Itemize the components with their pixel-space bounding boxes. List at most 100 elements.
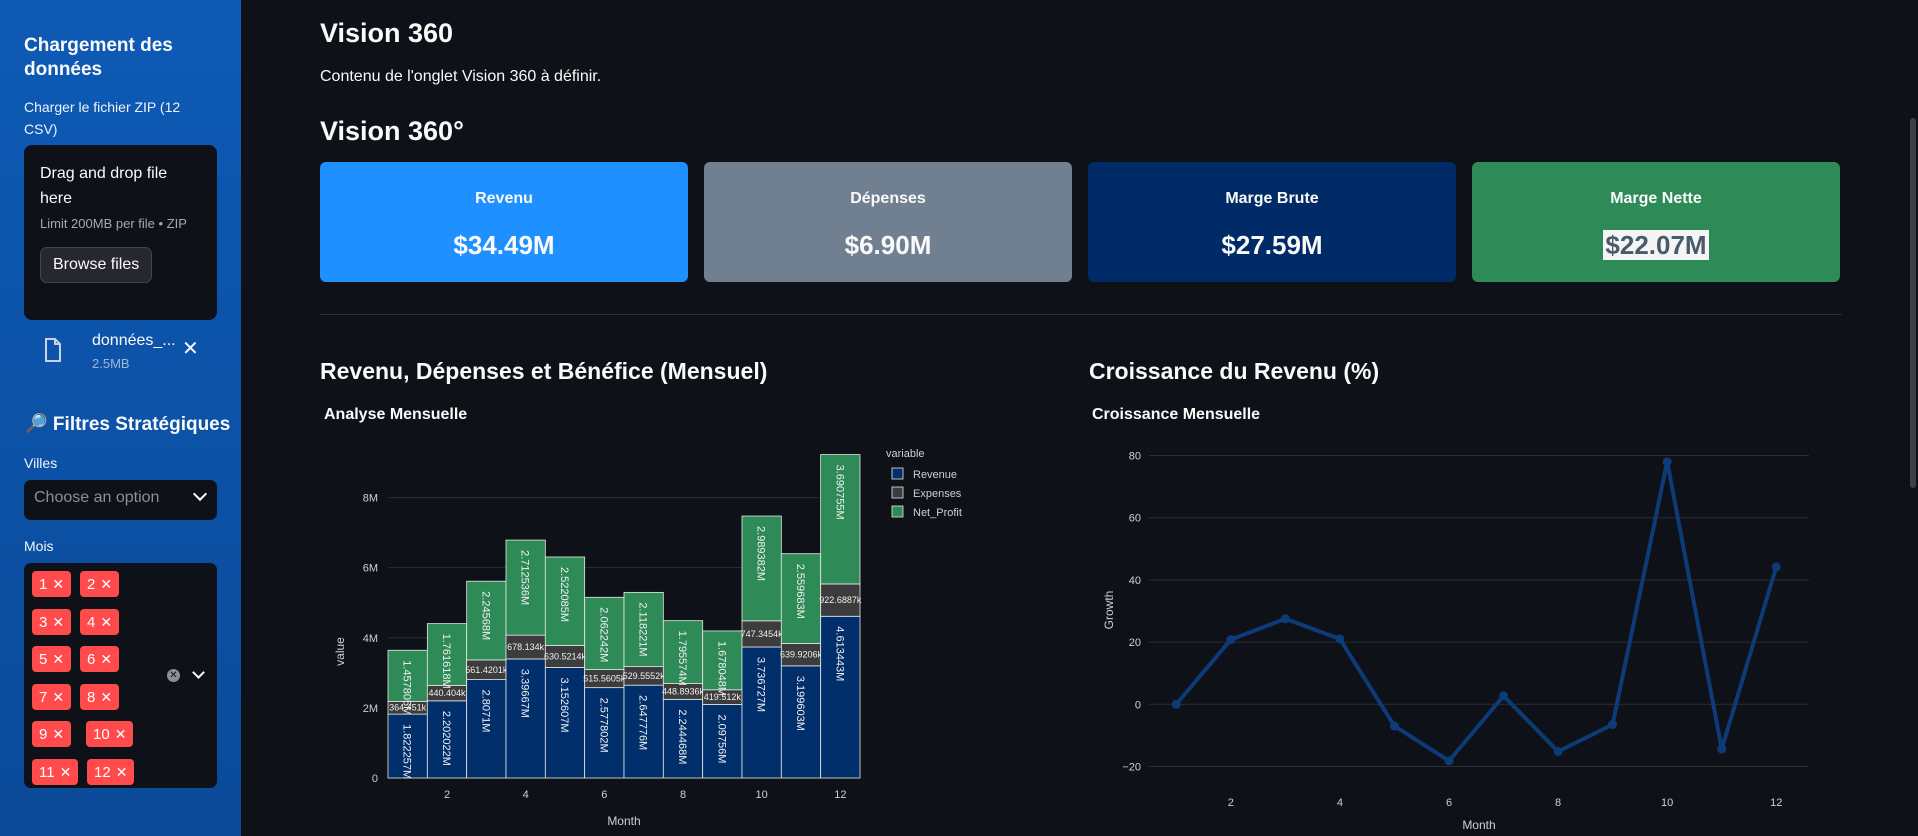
tag-remove-icon[interactable]: ✕: [100, 613, 113, 630]
tag-remove-icon[interactable]: ✕: [52, 613, 65, 630]
remove-file-icon[interactable]: ✕: [182, 338, 199, 360]
mois-tag-10[interactable]: 10 ✕: [86, 721, 134, 747]
mois-tag-6[interactable]: 6 ✕: [80, 646, 120, 672]
bar-label: 1.457805M: [401, 660, 413, 715]
bar-net_profit: [623, 591, 664, 668]
x-tick-label: 6: [601, 789, 607, 801]
tag-label: 1: [39, 576, 48, 593]
bar-label: 2.09756M: [715, 714, 727, 763]
tag-remove-icon[interactable]: ✕: [52, 726, 65, 742]
bar-label: 922.6887k: [819, 595, 862, 605]
bar-net_profit: [662, 620, 704, 684]
tag-label: 12: [94, 763, 111, 781]
bar-label: 2.577802M: [597, 698, 609, 753]
mois-tag-12[interactable]: 12 ✕: [87, 758, 135, 785]
bar-net_profit: [505, 539, 546, 636]
file-icon: [45, 338, 61, 362]
y-tick-label: 80: [1129, 451, 1141, 463]
y-tick-label: 20: [1129, 637, 1141, 649]
chevron-down-icon[interactable]: [192, 666, 205, 679]
data-point: [1171, 699, 1181, 709]
y-tick-label: 40: [1129, 575, 1141, 587]
bar-label: 2.062242M: [597, 607, 609, 662]
mois-tag-2[interactable]: 2 ✕: [80, 571, 120, 597]
tag-label: 7: [39, 688, 48, 706]
kpi-value: $22.07M: [1472, 230, 1840, 261]
tag-remove-icon[interactable]: ✕: [115, 763, 128, 780]
x-tick-label: 8: [680, 789, 686, 801]
kpi-section-title: Vision 360°: [320, 116, 464, 146]
bar-net_profit: [780, 553, 822, 644]
bar-label: 3.152607M: [558, 677, 570, 732]
bar-expenses: [741, 620, 782, 648]
line-chart: −20 0 20 40 60 80 2 4 6 8 10 12 Month Growth: [1102, 451, 1809, 832]
tag-remove-icon[interactable]: ✕: [114, 726, 127, 742]
tag-label: 6: [87, 651, 96, 668]
kpi-label: Marge Nette: [1610, 190, 1702, 207]
tag-label: 11: [39, 763, 55, 781]
mois-tag-7[interactable]: 7 ✕: [32, 683, 72, 710]
y-axis-label: value: [333, 637, 347, 666]
tag-remove-icon[interactable]: ✕: [100, 688, 113, 705]
mois-tag-3[interactable]: 3 ✕: [32, 608, 72, 635]
tag-label: 10: [93, 726, 110, 743]
page-title: Vision 360: [320, 18, 454, 48]
tag-remove-icon[interactable]: ✕: [100, 651, 113, 667]
data-point: [1444, 756, 1454, 766]
tag-remove-icon[interactable]: ✕: [52, 576, 65, 592]
file-dropzone[interactable]: Drag and drop file here Limit 200MB per …: [24, 145, 217, 320]
bar-revenue: [662, 698, 704, 779]
bar-label: 448.8936k: [662, 686, 705, 696]
kpi-label: Revenu: [475, 190, 533, 207]
x-tick-label: 8: [1555, 797, 1561, 809]
bar-revenue: [702, 704, 743, 779]
bar-plot-area: 0 2M 4M 6M 8M 2 4 6 8 10 12 Month value 1.822257M 364.…: [333, 454, 862, 828]
bar-label: 3.690755M: [833, 465, 845, 520]
scrollbar[interactable]: [1910, 118, 1916, 488]
clear-icon[interactable]: ✕: [167, 669, 180, 682]
mois-multiselect[interactable]: ✕ 1 ✕ 2 ✕ 3 ✕ 4 ✕ 5 ✕ 6 ✕ 7 ✕ 8 ✕ 9 ✕ 10 ✕ 11 ✕ 12 ✕: [24, 563, 217, 788]
data-point: [1771, 562, 1781, 572]
data-point: [1389, 721, 1399, 731]
tag-remove-icon[interactable]: ✕: [100, 576, 113, 592]
line-plot-area: −20 0 20 40 60 80 2 4 6 8 10 12 Month Growth: [1102, 451, 1809, 832]
bar-label: 1.761618M: [440, 634, 452, 689]
bar-label: 2.647776M: [637, 695, 649, 750]
mois-tag-1[interactable]: 1 ✕: [32, 571, 72, 597]
browse-files-button[interactable]: Browse files: [40, 247, 153, 283]
tag-remove-icon[interactable]: ✕: [52, 688, 65, 705]
kpi-label: Marge Brute: [1225, 190, 1319, 207]
bar-label: 1.822257M: [401, 724, 413, 779]
mois-tag-8[interactable]: 8 ✕: [80, 683, 120, 710]
y-tick-label: 60: [1129, 513, 1141, 525]
mois-tag-11[interactable]: 11 ✕: [32, 758, 79, 785]
mois-tag-9[interactable]: 9 ✕: [32, 721, 72, 747]
bar-label: 419.512k: [704, 692, 742, 702]
bar-revenue: [741, 646, 782, 779]
data-point: [1662, 457, 1672, 467]
main-content: Vision 360 Contenu de l'onglet Vision 36…: [241, 0, 1918, 836]
tag-label: 5: [39, 651, 48, 668]
mois-tag-4[interactable]: 4 ✕: [80, 608, 120, 635]
bar-label: 1.795574M: [676, 631, 688, 686]
x-axis-label: Month: [1462, 818, 1495, 832]
bar-label: 515.5605k: [583, 674, 626, 684]
mois-tag-5[interactable]: 5 ✕: [32, 646, 72, 672]
x-tick-label: 12: [834, 789, 846, 801]
bar-label: 529.5552k: [623, 671, 666, 681]
bar-label: 2.559683M: [794, 564, 806, 619]
tag-label: 9: [39, 726, 48, 743]
bar-revenue: [584, 687, 625, 779]
tag-label: 8: [87, 688, 96, 706]
y-tick-label: 0: [372, 773, 378, 785]
tag-remove-icon[interactable]: ✕: [52, 651, 65, 667]
data-point: [1717, 744, 1727, 754]
tag-remove-icon[interactable]: ✕: [59, 763, 72, 780]
chevron-down-icon: [192, 486, 208, 502]
villes-select[interactable]: Choose an option: [24, 480, 217, 520]
mois-label: Mois: [24, 538, 54, 554]
y-axis-label: Growth: [1102, 591, 1116, 630]
kpi-value: $6.90M: [844, 230, 932, 260]
y-tick-label: 4M: [363, 633, 378, 645]
bar-label: 3.199603M: [794, 676, 806, 731]
